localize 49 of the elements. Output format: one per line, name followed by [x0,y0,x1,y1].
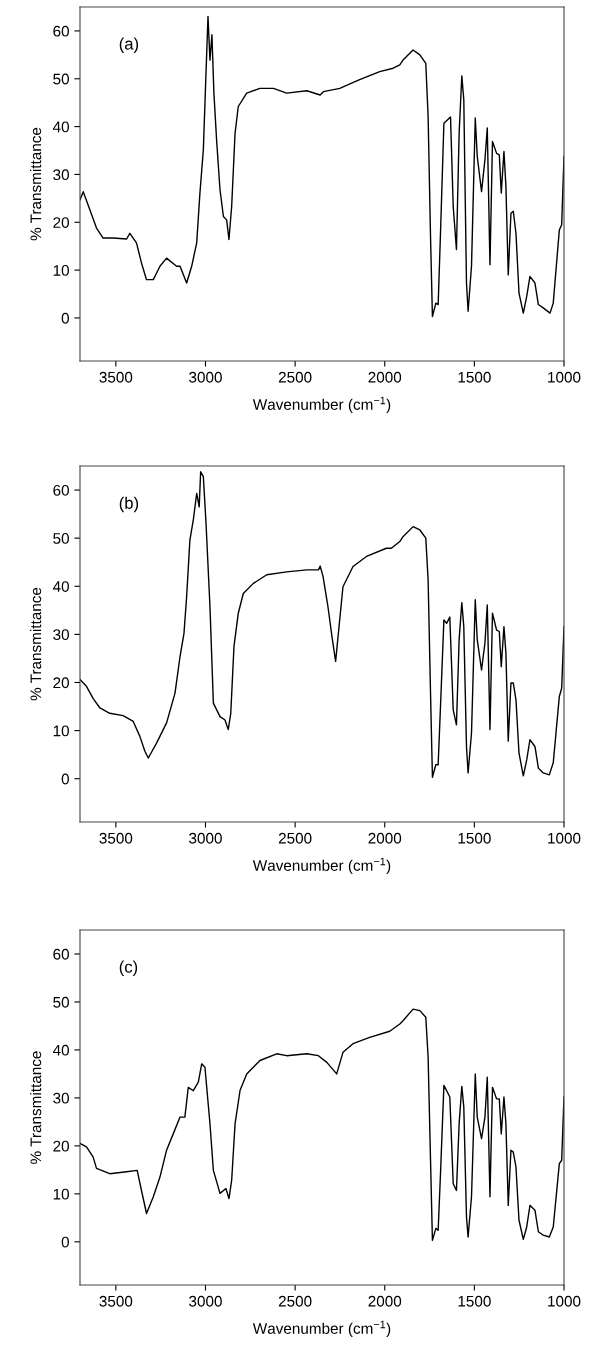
x-tick-label: 1000 [548,1295,581,1307]
x-tick-label: 1000 [548,371,581,383]
x-tick-label: 2500 [278,1295,312,1307]
x-tick-label: 1500 [458,1295,491,1307]
y-tick-label: 50 [53,996,69,1008]
y-tick-label: 30 [53,1092,69,1104]
x-tick-label: 1000 [548,832,581,844]
x-axis-title: Wavenumber (cm$^{−1}$) [252,1320,391,1337]
y-tick-label: 0 [61,773,69,785]
x-tick-label: 3500 [99,371,133,383]
x-axis-title: Wavenumber (cm$^{−1}$) [252,857,391,874]
x-tick-label: 2500 [278,832,312,844]
x-tick-label: 1500 [458,371,491,383]
y-tick-label: 40 [52,121,69,133]
x-tick-label: 3000 [189,371,222,383]
y-tick-label: 60 [53,25,69,37]
y-tick-label: 60 [53,484,69,496]
y-tick-label: 40 [52,1044,69,1056]
annotation: (a) [119,37,139,53]
line-series [80,15,564,318]
x-tick-label: 1500 [458,832,491,844]
y-tick-label: 10 [53,264,69,276]
y-tick-label: 20 [53,677,69,689]
y-axis-title: % Transmittance [30,127,42,241]
y-tick-label: 50 [53,533,69,544]
y-tick-label: 10 [53,1188,69,1200]
y-tick-label: 0 [61,1236,69,1248]
y-tick-label: 30 [53,169,69,181]
x-tick-label: 2000 [368,371,402,383]
x-tick-label: 2000 [368,832,402,844]
y-tick-label: 20 [53,1140,69,1152]
x-tick-label: 3000 [189,832,222,844]
x-tick-label: 3500 [99,832,133,844]
y-tick-label: 10 [53,725,69,737]
y-tick-label: 0 [61,312,69,324]
annotation: (c) [119,960,138,977]
x-tick-label: 3000 [189,1295,222,1307]
y-tick-label: 40 [52,581,69,592]
y-axis-title: % Transmittance [30,587,42,701]
x-tick-label: 2000 [368,1295,402,1307]
y-tick-label: 50 [53,73,69,85]
y-tick-label: 30 [53,629,69,641]
x-axis-title: Wavenumber (cm$^{−1}$) [252,396,391,413]
x-tick-label: 2500 [278,371,312,383]
x-tick-label: 3500 [99,1295,133,1307]
annotation: (b) [119,496,139,513]
y-tick-label: 60 [53,948,69,960]
y-tick-label: 20 [53,217,69,228]
y-axis-title: % Transmittance [30,1051,42,1164]
